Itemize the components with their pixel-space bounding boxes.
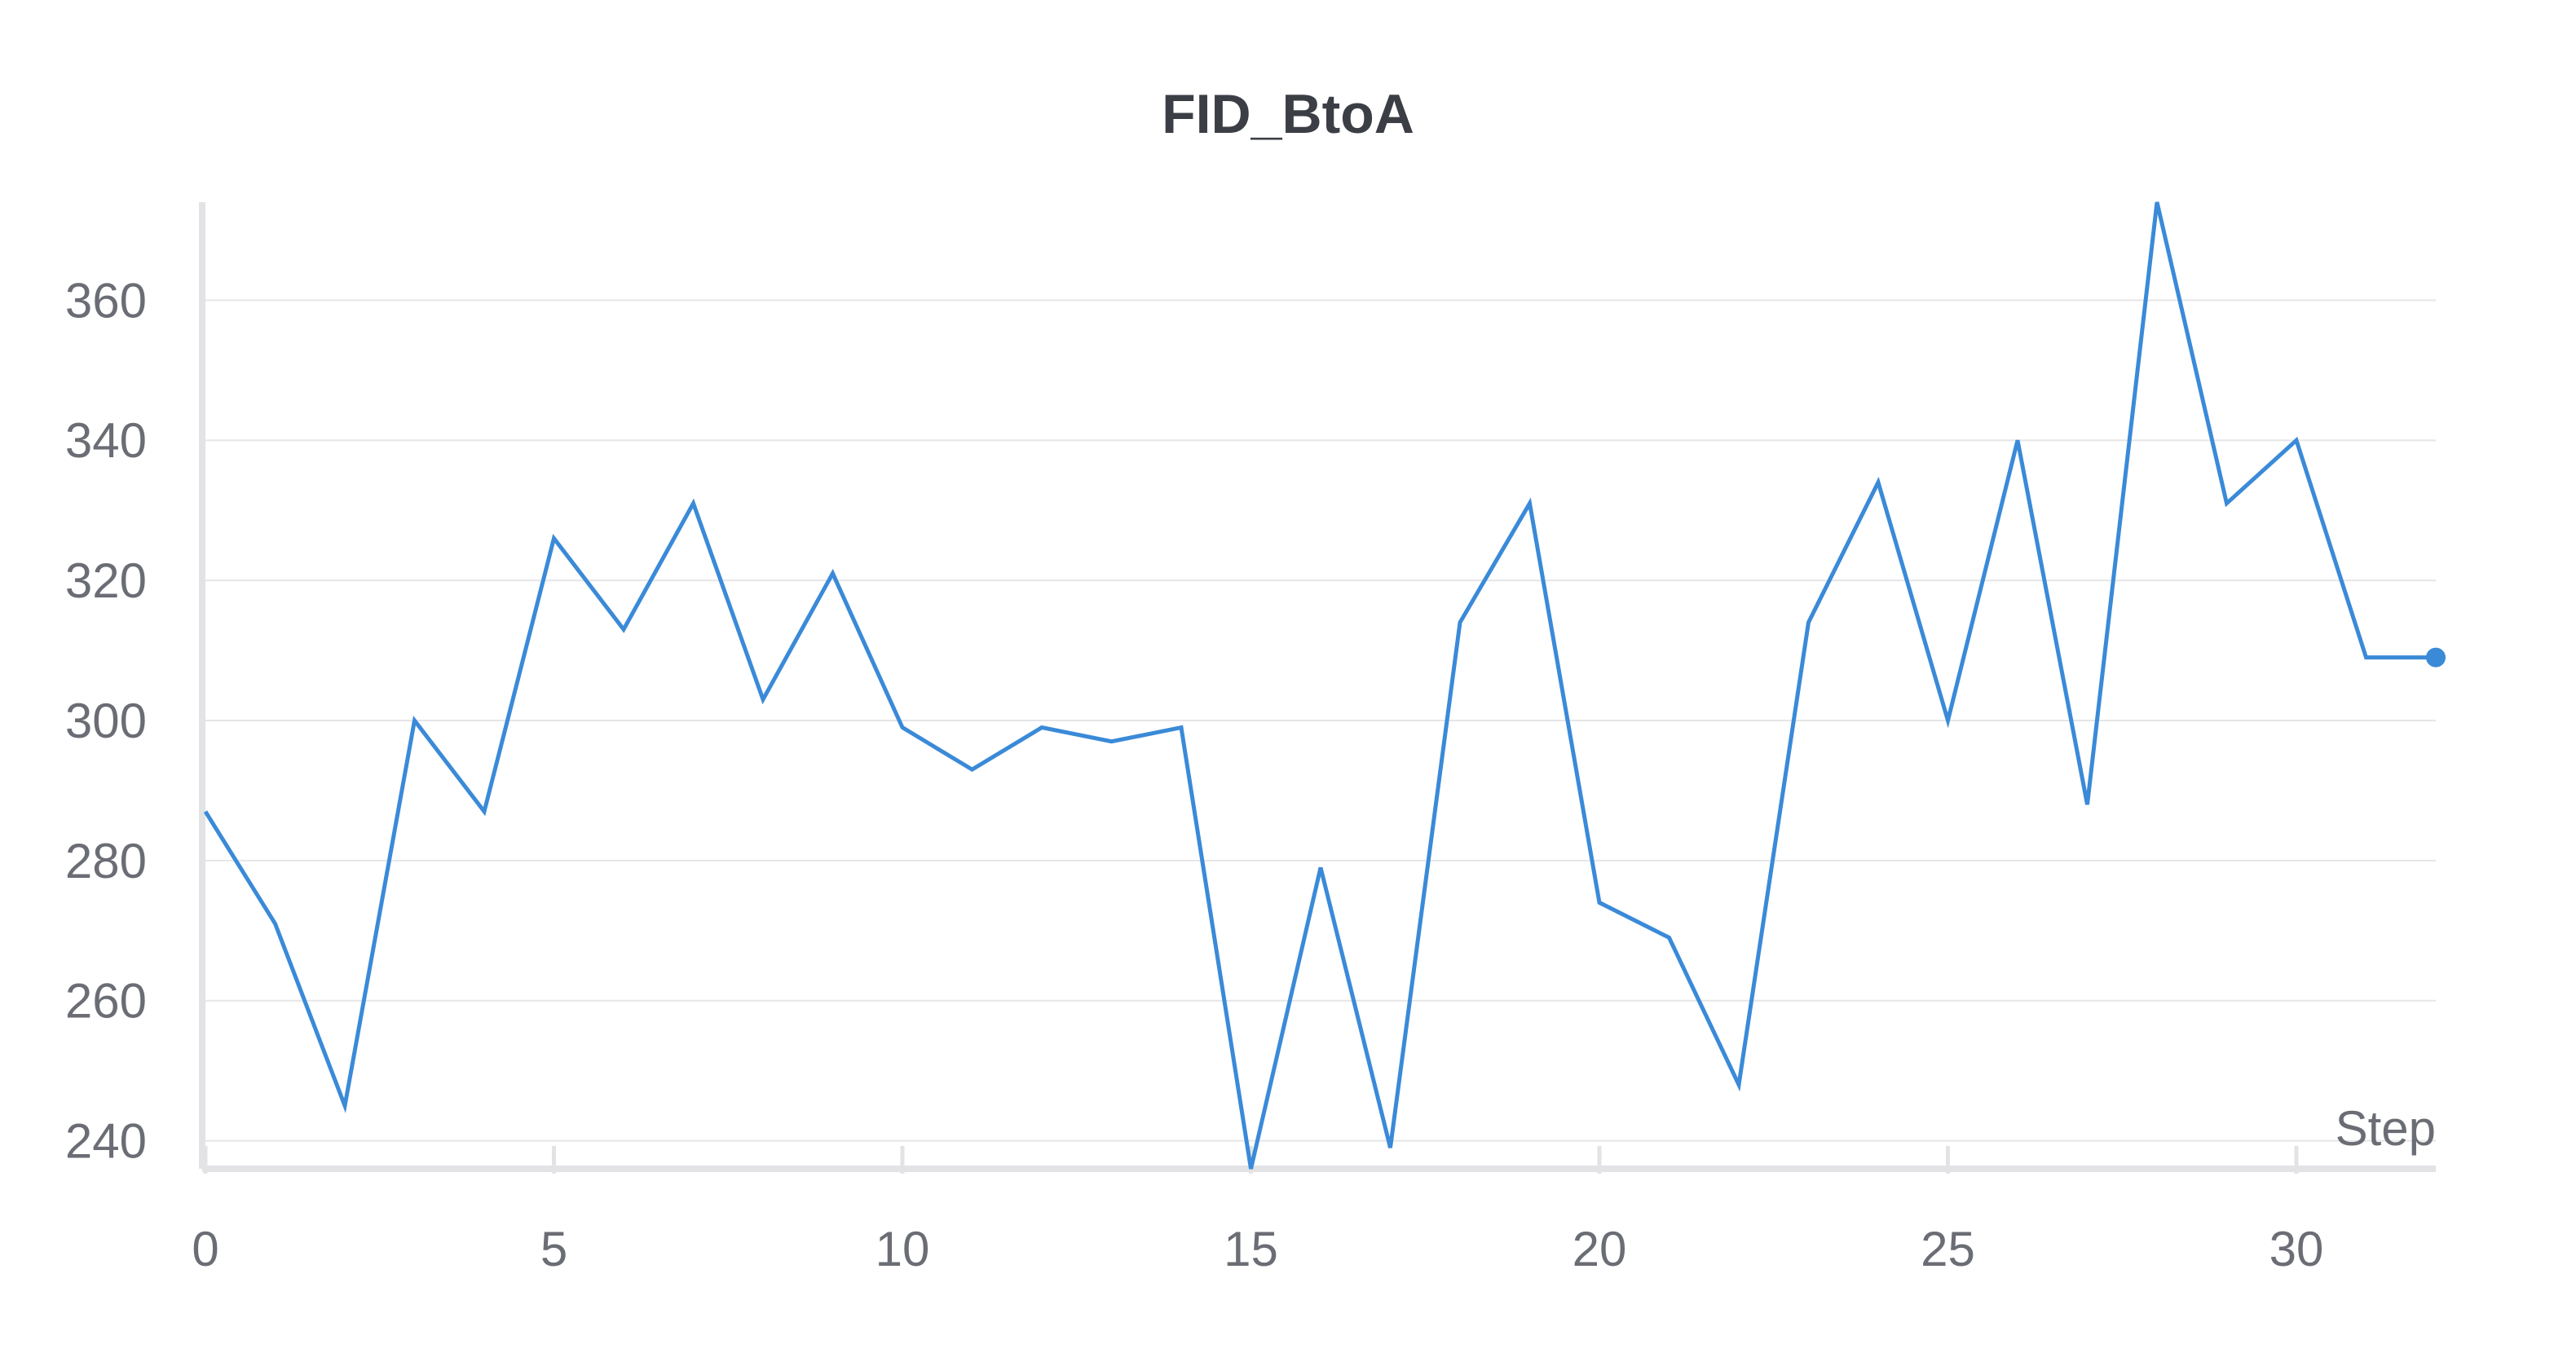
y-tick-label: 300 xyxy=(65,694,147,748)
series-last-point xyxy=(2426,647,2446,668)
y-tick-label: 260 xyxy=(65,974,147,1029)
x-tick-label: 10 xyxy=(876,1222,930,1276)
y-tick-label: 360 xyxy=(65,273,147,328)
y-tick-label: 320 xyxy=(65,553,147,608)
chart-title: FID_BtoA xyxy=(1162,83,1414,145)
x-tick-label: 15 xyxy=(1224,1222,1278,1276)
tick-labels: 240 260 280 300 320 340 360 0 5 10 15 20 25 30 xyxy=(65,273,2323,1276)
y-tick-label: 240 xyxy=(65,1114,147,1169)
x-tick-label: 20 xyxy=(1573,1222,1627,1276)
y-tick-label: 280 xyxy=(65,834,147,888)
y-tick-label: 340 xyxy=(65,413,147,468)
x-tick-label: 5 xyxy=(540,1222,567,1276)
x-axis-title: Step xyxy=(2336,1101,2436,1156)
series-line xyxy=(203,201,2436,1170)
gridlines xyxy=(205,299,2436,1142)
x-tick-label: 25 xyxy=(1921,1222,1975,1276)
x-tick-label: 0 xyxy=(192,1222,218,1276)
series-layer xyxy=(203,201,2446,1170)
x-tick-label: 30 xyxy=(2269,1222,2324,1276)
